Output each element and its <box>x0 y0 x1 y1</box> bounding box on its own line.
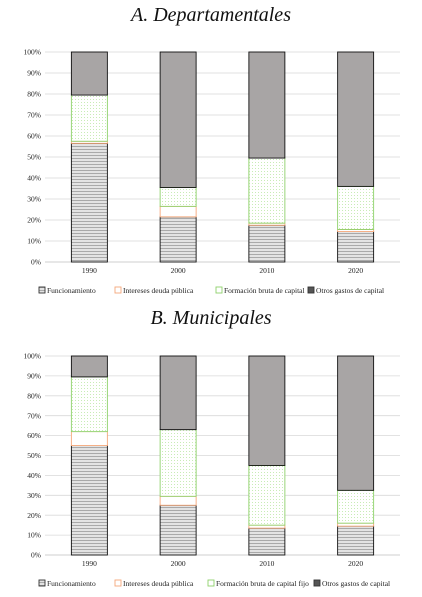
a-xtick-label: 1990 <box>82 266 97 275</box>
a-bar-funcionamiento-2000 <box>159 216 197 263</box>
b-bar-funcionamiento-2000 <box>159 504 197 556</box>
b-ytick-label: 10% <box>27 531 41 540</box>
a-ytick-label: 0% <box>31 258 41 267</box>
a-legend-label-funcionamiento: Funcionamiento <box>47 286 96 295</box>
b-bar-intereses-1990 <box>70 431 108 447</box>
b-legend-swatch-otros <box>313 579 321 587</box>
a-legend-swatch-funcionamiento <box>38 286 46 294</box>
a-ytick-label: 90% <box>27 69 41 78</box>
b-legend-label-otros: Otros gastos de capital <box>322 579 390 588</box>
b-legend-label-intereses: Intereses deuda pública <box>123 579 194 588</box>
a-xtick-label: 2020 <box>348 266 363 275</box>
b-legend-swatch-formacion <box>207 579 215 587</box>
b-legend-swatch-intereses <box>114 579 122 587</box>
a-bar-formacion-2010 <box>248 157 286 224</box>
a-ytick-label: 80% <box>27 90 41 99</box>
b-bar-funcionamiento-1990 <box>70 445 108 556</box>
a-legend-swatch-intereses <box>114 286 122 294</box>
a-legend-label-otros: Otros gastos de capital <box>316 286 384 295</box>
chart-a-title: A. Departamentales <box>131 4 291 26</box>
chart-b: 0% 10% 20% 30% 40% 50% 60% 70% 80% 90% 100% 1990 200… <box>24 352 400 588</box>
b-bar-otros-1990 <box>70 355 108 378</box>
b-ytick-label: 80% <box>27 391 41 400</box>
a-xtick-label: 2000 <box>171 266 186 275</box>
b-bar-formacion-2010 <box>248 464 286 526</box>
chart-b-title: B. Municipales <box>150 307 272 329</box>
b-ytick-label: 60% <box>27 431 41 440</box>
a-bar-formacion-2020 <box>337 185 375 230</box>
b-ytick-label: 0% <box>31 551 41 560</box>
b-bar-otros-2000 <box>159 355 197 431</box>
b-xtick-label: 2020 <box>348 559 363 568</box>
a-bar-formacion-1990 <box>70 94 108 142</box>
b-xtick-label: 1990 <box>82 559 97 568</box>
a-xtick-label: 2010 <box>259 266 274 275</box>
b-bar-funcionamiento-2010 <box>248 527 286 556</box>
a-bar-otros-1990 <box>70 51 108 96</box>
b-ytick-label: 20% <box>27 511 41 520</box>
b-bar-formacion-2000 <box>159 429 197 497</box>
a-ytick-label: 40% <box>27 174 41 183</box>
a-legend-swatch-otros <box>307 286 315 294</box>
b-bar-otros-2020 <box>337 355 375 491</box>
a-bar-funcionamiento-1990 <box>70 142 108 263</box>
a-legend-swatch-formacion <box>215 286 223 294</box>
a-ytick-label: 70% <box>27 111 41 120</box>
b-legend-swatch-funcionamiento <box>38 579 46 587</box>
a-bar-funcionamiento-2010 <box>248 224 286 263</box>
b-ytick-label: 70% <box>27 411 41 420</box>
a-ytick-label: 100% <box>24 48 42 57</box>
a-bar-otros-2020 <box>337 51 375 187</box>
a-bar-funcionamiento-2020 <box>337 231 375 263</box>
a-ytick-label: 20% <box>27 216 41 225</box>
a-bar-otros-2000 <box>159 51 197 188</box>
b-bar-funcionamiento-2020 <box>337 525 375 556</box>
a-ytick-label: 30% <box>27 195 41 204</box>
b-bar-formacion-1990 <box>70 376 108 433</box>
b-ytick-label: 90% <box>27 372 41 381</box>
a-bar-formacion-2000 <box>159 186 197 207</box>
b-bar-otros-2010 <box>248 355 286 466</box>
a-ytick-label: 50% <box>27 153 41 162</box>
b-xtick-label: 2010 <box>259 559 274 568</box>
b-legend-label-funcionamiento: Funcionamiento <box>47 579 96 588</box>
b-ytick-label: 100% <box>24 352 42 361</box>
b-xtick-label: 2000 <box>171 559 186 568</box>
a-ytick-label: 60% <box>27 132 41 141</box>
chart-a: 0% 10% 20% 30% 40% 50% 60% 70% 80% 90% 100% 1990 200… <box>24 48 400 295</box>
b-ytick-label: 30% <box>27 491 41 500</box>
a-bar-otros-2010 <box>248 51 286 159</box>
a-bar-intereses-2000 <box>159 205 197 218</box>
a-legend-label-intereses: Intereses deuda pública <box>123 286 194 295</box>
a-ytick-label: 10% <box>27 237 41 246</box>
b-ytick-label: 50% <box>27 451 41 460</box>
b-bar-intereses-2000 <box>159 495 197 506</box>
b-legend-label-formacion: Formación bruta de capital fijo <box>216 579 309 588</box>
a-legend-label-formacion: Formación bruta de capital <box>224 286 305 295</box>
b-bar-formacion-2020 <box>337 489 375 524</box>
b-ytick-label: 40% <box>27 471 41 480</box>
